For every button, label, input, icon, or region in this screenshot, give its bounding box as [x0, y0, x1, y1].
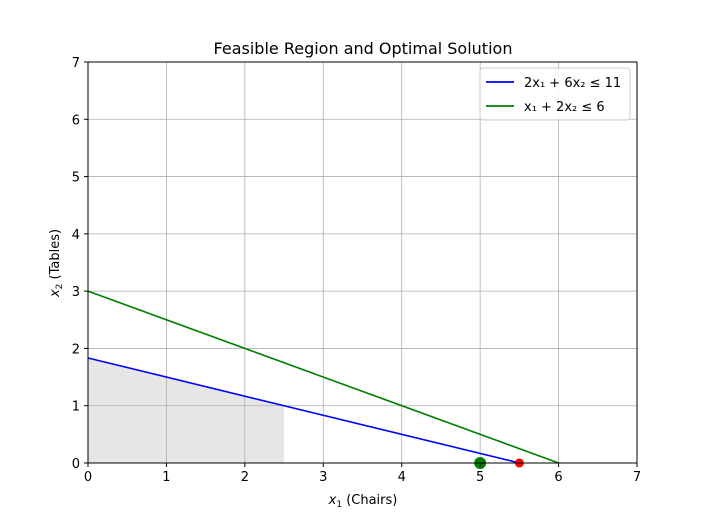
- legend-label-0: 2x₁ + 6x₂ ≤ 11: [524, 76, 621, 91]
- x-tick-label: 1: [162, 470, 170, 485]
- x-tick-label: 3: [319, 470, 327, 485]
- x-tick-label: 6: [554, 470, 562, 485]
- legend-box: [479, 67, 631, 121]
- axes-frame: [87, 61, 638, 464]
- y-tick-label: 3: [72, 285, 80, 300]
- chart-title: Feasible Region and Optimal Solution: [214, 39, 513, 58]
- y-tick-label: 0: [72, 457, 80, 472]
- x-axis-label: x1 (Chairs): [328, 493, 398, 510]
- legend-label-1: x₁ + 2x₂ ≤ 6: [524, 100, 605, 115]
- plot-area: 0 1 2 3 4 5 6 7 0 1 2 3 4 5 6 7: [72, 56, 641, 485]
- x-tick-label: 2: [241, 470, 249, 485]
- x-tick-label: 5: [476, 470, 484, 485]
- legend: 2x₁ + 6x₂ ≤ 11 x₁ + 2x₂ ≤ 6: [479, 67, 631, 121]
- feasible-region: [88, 357, 285, 463]
- y-tick-label: 2: [72, 342, 80, 357]
- y-tick-label: 7: [72, 56, 80, 71]
- y-tick-label: 6: [72, 113, 80, 128]
- x-tick-label: 7: [633, 470, 641, 485]
- y-axis-label: x2 (Tables): [48, 229, 65, 298]
- x-tick-label: 0: [84, 470, 92, 485]
- series-line-1: [87, 290, 559, 464]
- y-tick-label: 1: [72, 400, 80, 415]
- series-line-0: [87, 357, 520, 464]
- y-tick-label: 5: [72, 171, 80, 186]
- x-tick-label: 4: [398, 470, 406, 485]
- y-tick-label: 4: [72, 228, 80, 243]
